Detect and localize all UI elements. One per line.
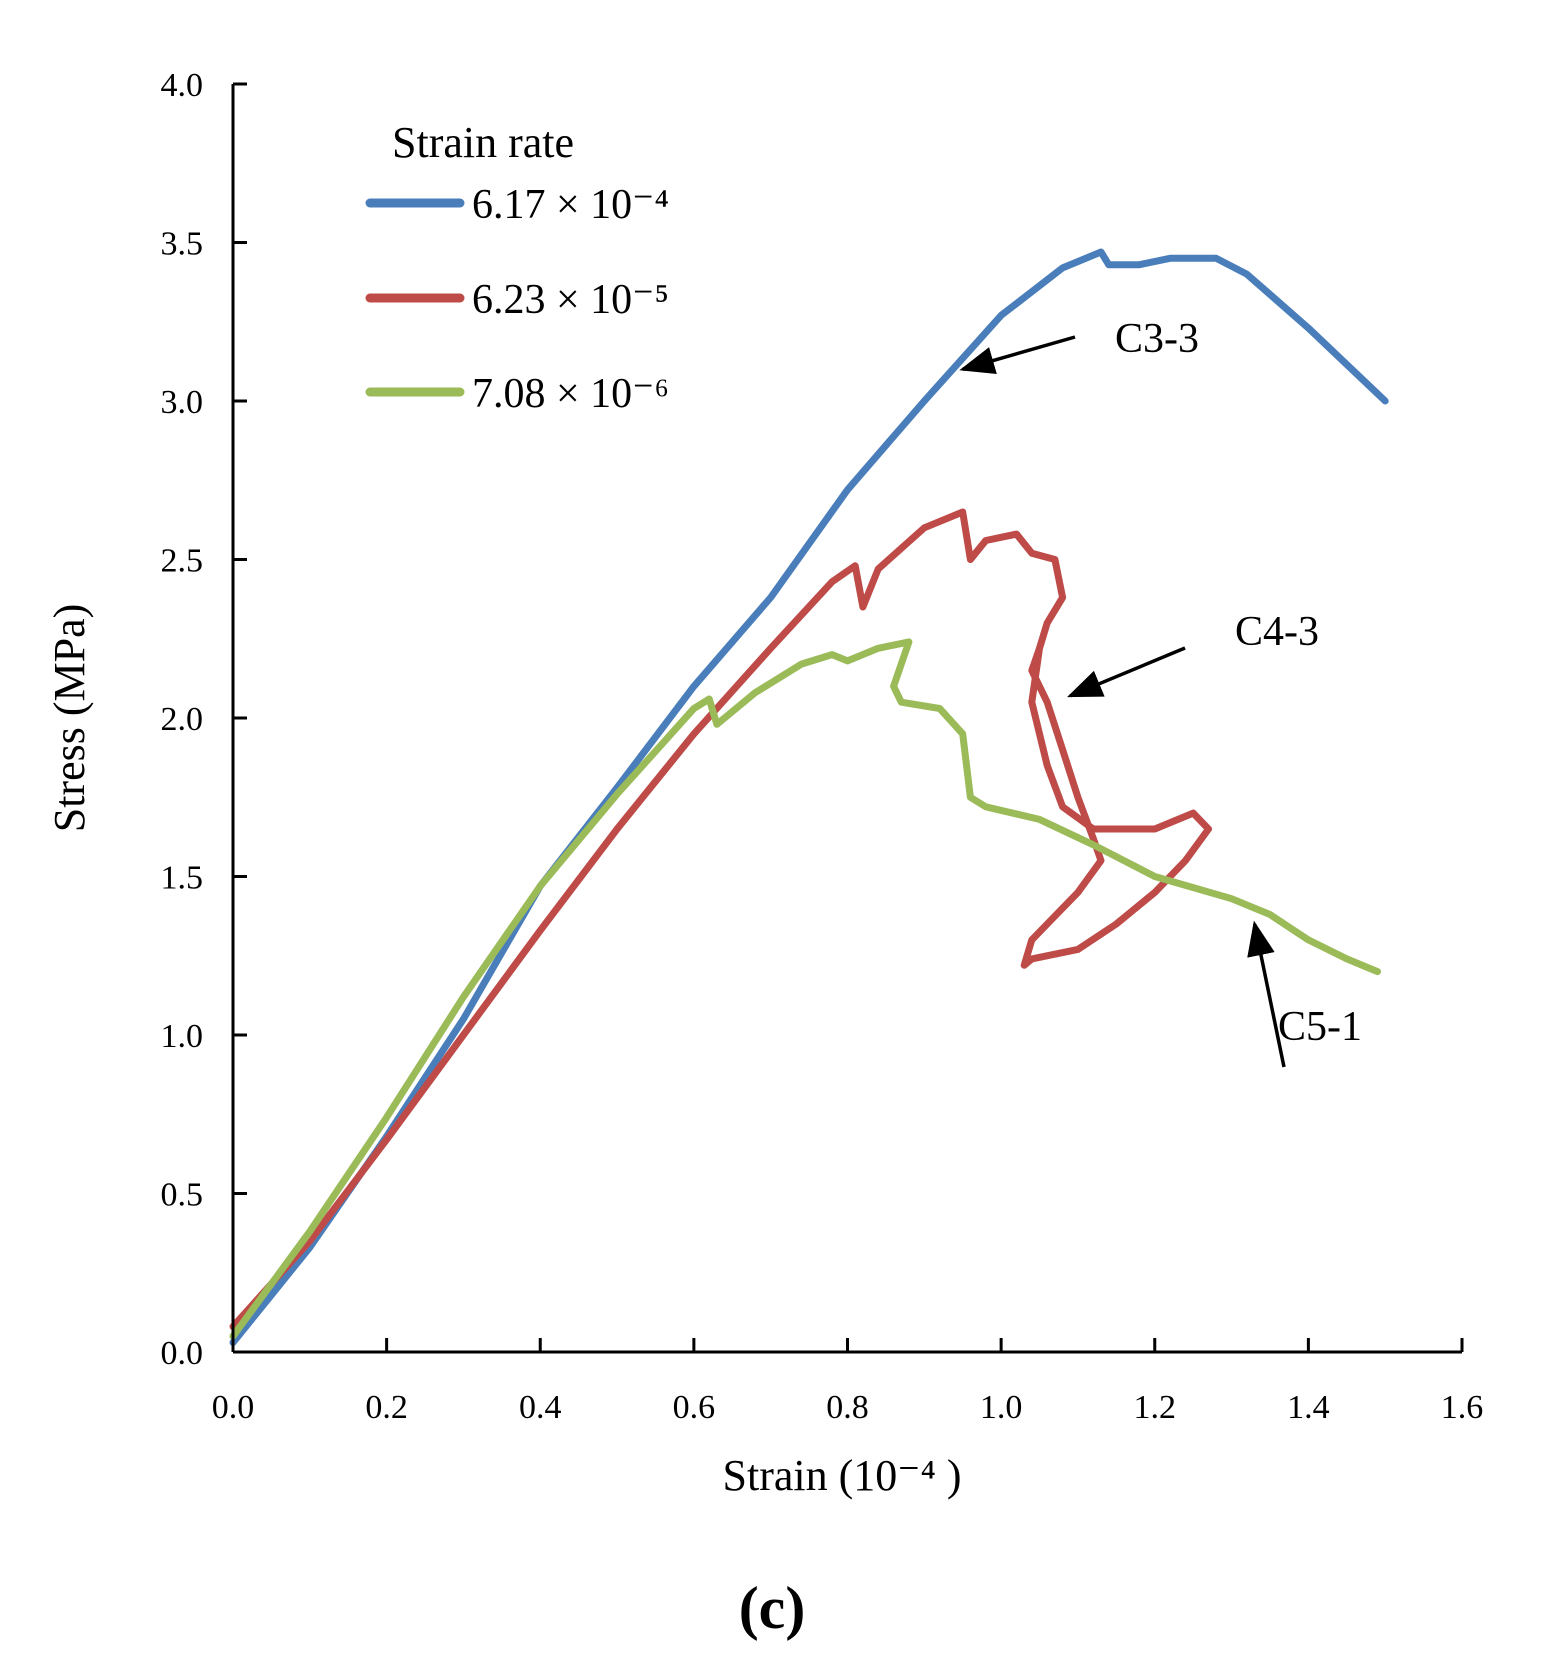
legend-entries: 6.17 × 10⁻⁴ 6.23 × 10⁻⁵ 7.08 × 10⁻⁶	[365, 182, 669, 417]
y-tick-label: 1.0	[161, 1018, 204, 1055]
x-axis-title: Strain (10⁻⁴ )	[723, 1451, 962, 1500]
x-tick-label: 0.6	[673, 1389, 716, 1426]
legend-label-2: 6.23 × 10⁻⁵	[472, 277, 669, 323]
series-line-2	[229, 508, 1212, 1331]
annotation-arrow-2	[1067, 646, 1186, 698]
y-tick-label: 3.5	[161, 226, 204, 263]
annotation-arrow-3	[1247, 920, 1286, 1068]
y-ticks: 0.0 0.5 1.0 1.5 2.0 2.5 3.0 3.5 4.0	[161, 67, 247, 1372]
y-tick-label: 4.0	[161, 67, 204, 104]
y-tick-label: 2.0	[161, 701, 204, 738]
legend: Strain rate 6.17 × 10⁻⁴ 6.23 × 10⁻⁵ 7.08 ×…	[365, 118, 669, 417]
x-ticks: 0.0 0.2 0.4 0.6 0.8 1.0 1.2 1.4 1.6	[212, 1338, 1484, 1426]
annotation-arrow-1	[959, 335, 1076, 375]
y-tick-label: 3.0	[161, 384, 204, 421]
annotation-label-3: C5-1	[1278, 1004, 1362, 1050]
x-tick-label: 0.0	[212, 1389, 255, 1426]
x-tick-label: 0.2	[365, 1389, 408, 1426]
series-line-1	[229, 248, 1389, 1346]
annotations: C3-3 C4-3 C5-1	[959, 316, 1362, 1068]
x-tick-label: 1.2	[1134, 1389, 1177, 1426]
series-layer	[229, 248, 1389, 1346]
legend-label-3: 7.08 × 10⁻⁶	[472, 371, 669, 417]
annotation-label-2: C4-3	[1235, 609, 1319, 655]
y-axis-title: Stress (MPa)	[45, 604, 94, 833]
x-tick-label: 1.0	[980, 1389, 1023, 1426]
series-line-3	[229, 638, 1381, 1340]
x-tick-label: 1.4	[1287, 1389, 1330, 1426]
y-tick-label: 2.5	[161, 543, 204, 580]
y-tick-label: 1.5	[161, 860, 204, 897]
x-tick-label: 1.6	[1441, 1389, 1484, 1426]
y-tick-label: 0.5	[161, 1177, 204, 1214]
y-tick-label: 0.0	[161, 1335, 204, 1372]
annotation-label-1: C3-3	[1115, 316, 1199, 362]
x-tick-label: 0.8	[826, 1389, 869, 1426]
legend-title: Strain rate	[392, 118, 574, 167]
panel-label: (c)	[739, 1575, 806, 1641]
x-tick-label: 0.4	[519, 1389, 562, 1426]
legend-label-1: 6.17 × 10⁻⁴	[472, 182, 669, 228]
